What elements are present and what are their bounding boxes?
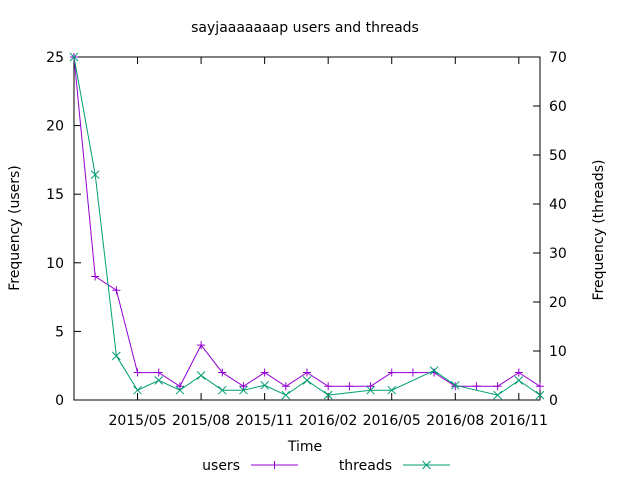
legend: users threads [202,458,450,474]
x-tick-label: 2016/02 [299,413,357,429]
data-point-users [387,368,396,377]
chart-title: sayjaaaaaaap users and threads [191,20,419,36]
y-axis-left-label: Frequency (users) [7,165,23,291]
data-point-users [303,368,311,377]
y-left-tick-label: 5 [55,324,64,340]
data-point-users [366,382,375,391]
data-point-threads [450,380,460,390]
data-point-users [239,382,248,391]
data-point-users [175,382,184,391]
data-point-users [536,382,544,391]
data-point-threads [323,390,333,400]
data-point-users [514,368,523,377]
y-right-tick-label: 30 [549,246,567,262]
series-threads [69,52,545,400]
legend-marker-threads [422,460,431,470]
series-layer [69,52,545,400]
data-point-threads [366,385,375,395]
y-left-tick-label: 20 [46,119,64,135]
y-left-tick-label: 10 [46,256,64,272]
data-point-threads [90,170,100,179]
data-point-threads [514,376,524,385]
data-point-users [197,341,206,350]
data-point-threads [239,385,248,395]
data-point-users [408,368,417,377]
y-right-tick-label: 50 [549,148,567,164]
data-point-users [112,286,121,295]
y-axis-left-ticks: 0 5 10 15 20 25 [46,50,81,409]
y-right-tick-label: 60 [549,99,567,115]
data-point-users [345,382,354,391]
x-tick-label: 2015/05 [108,413,166,429]
y-axis-right-label: Frequency (threads) [591,160,607,301]
y-left-tick-label: 25 [46,50,64,66]
y-axis-right-ticks: 0 10 20 30 40 50 60 70 [533,50,567,409]
data-point-threads [112,351,121,361]
data-point-users [493,382,502,391]
x-tick-label: 2015/08 [172,413,230,429]
y-left-tick-label: 15 [46,187,64,203]
x-tick-label: 2015/11 [236,413,294,429]
x-axis-ticks: 2015/05 2015/08 2015/11 2016/02 2016/05 2016/… [108,57,548,429]
data-point-threads [535,390,545,400]
data-point-users [133,368,142,377]
data-point-users [154,368,163,377]
data-point-users [91,272,100,281]
data-point-threads [217,385,227,395]
series-users [70,53,544,391]
x-tick-label: 2016/08 [426,413,484,429]
data-point-threads [260,380,269,390]
data-point-users [281,382,290,391]
x-tick-label: 2016/11 [490,413,548,429]
data-point-threads [429,366,439,375]
y-right-tick-label: 20 [549,295,567,311]
x-axis-label: Time [287,439,322,455]
y-left-tick-label: 0 [55,393,64,409]
data-point-threads [69,52,79,62]
legend-label-users: users [202,458,240,474]
y-right-tick-label: 40 [549,197,567,213]
x-tick-label: 2016/05 [363,413,421,429]
data-point-threads [175,385,185,395]
y-right-tick-label: 0 [549,393,558,409]
data-point-threads [281,390,291,400]
data-point-users [324,382,333,391]
series-line-users [73,56,541,388]
data-point-threads [302,376,312,385]
data-point-users [260,368,269,377]
data-point-users [472,382,481,391]
data-point-threads [133,385,142,395]
data-point-threads [196,371,206,380]
legend-marker-users [270,461,279,469]
data-point-threads [154,376,164,385]
legend-label-threads: threads [339,458,392,474]
data-point-threads [493,390,502,400]
y-right-tick-label: 70 [549,50,567,66]
y-right-tick-label: 10 [549,344,567,360]
data-point-threads [387,385,397,395]
series-line-threads [73,56,541,396]
plot-frame [73,56,541,401]
data-point-users [218,368,227,377]
